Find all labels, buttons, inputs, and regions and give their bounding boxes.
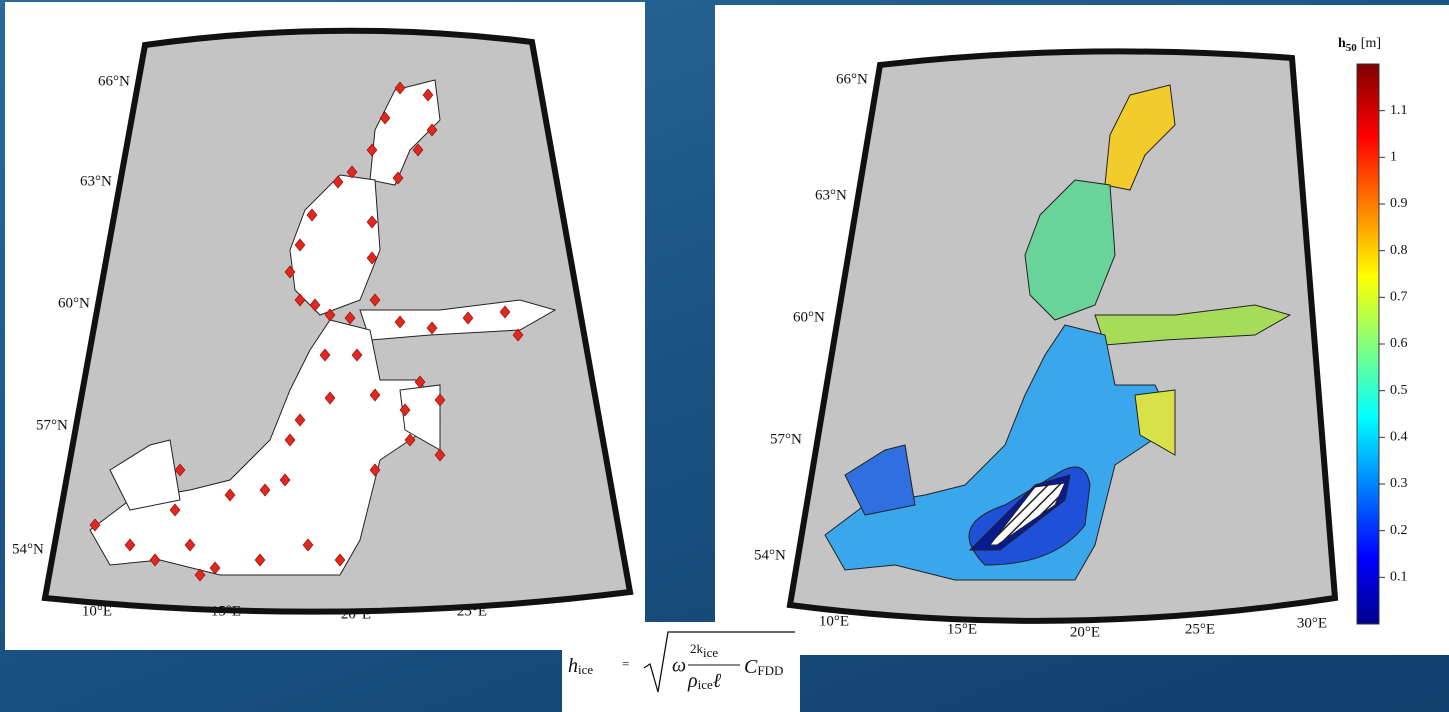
colorbar-tick-label: 0.1	[1390, 570, 1408, 585]
longitude-label: 25°E	[1185, 621, 1215, 637]
longitude-label: 30°E	[1297, 615, 1327, 631]
colorbar-tick-label: 0.6	[1390, 336, 1408, 351]
colorbar-tick-label: 0.2	[1390, 523, 1408, 538]
longitude-label: 20°E	[341, 606, 371, 622]
colorbar-tick-label: 0.8	[1390, 243, 1408, 258]
latitude-label: 57°N	[36, 417, 68, 433]
longitude-label: 20°E	[1070, 624, 1100, 640]
latitude-label: 66°N	[836, 71, 868, 87]
formula-equals: =	[622, 656, 629, 671]
colorbar-tick-label: 1.1	[1390, 103, 1408, 118]
longitude-label: 10°E	[82, 603, 112, 619]
latitude-label: 66°N	[98, 73, 130, 89]
longitude-label: 10°E	[819, 613, 849, 629]
colorbar-tick-label: 0.9	[1390, 196, 1408, 211]
colorbar-tick-label: 1	[1390, 150, 1397, 165]
colorbar	[1357, 64, 1379, 624]
colorbar-tick-label: 0.3	[1390, 476, 1408, 491]
colorbar-tick-label: 0.7	[1390, 290, 1408, 305]
longitude-label: 15°E	[947, 621, 977, 637]
longitude-label: 15°E	[211, 603, 241, 619]
formula-omega: ω	[672, 655, 686, 677]
latitude-label: 63°N	[815, 187, 847, 203]
slide-canvas: h50[m] 0.10.20.30.40.50.60.70.80.911.1 h…	[0, 0, 1449, 712]
colorbar-tick-label: 0.5	[1390, 383, 1408, 398]
latitude-label: 54°N	[12, 541, 44, 557]
latitude-label: 54°N	[754, 547, 786, 563]
colorbar-tick-label: 0.4	[1390, 430, 1408, 445]
latitude-label: 57°N	[770, 431, 802, 447]
latitude-label: 60°N	[793, 309, 825, 325]
slide: h50[m] 0.10.20.30.40.50.60.70.80.911.1 h…	[0, 0, 1449, 712]
latitude-label: 60°N	[58, 295, 90, 311]
longitude-label: 25°E	[457, 603, 487, 619]
latitude-label: 63°N	[80, 173, 112, 189]
